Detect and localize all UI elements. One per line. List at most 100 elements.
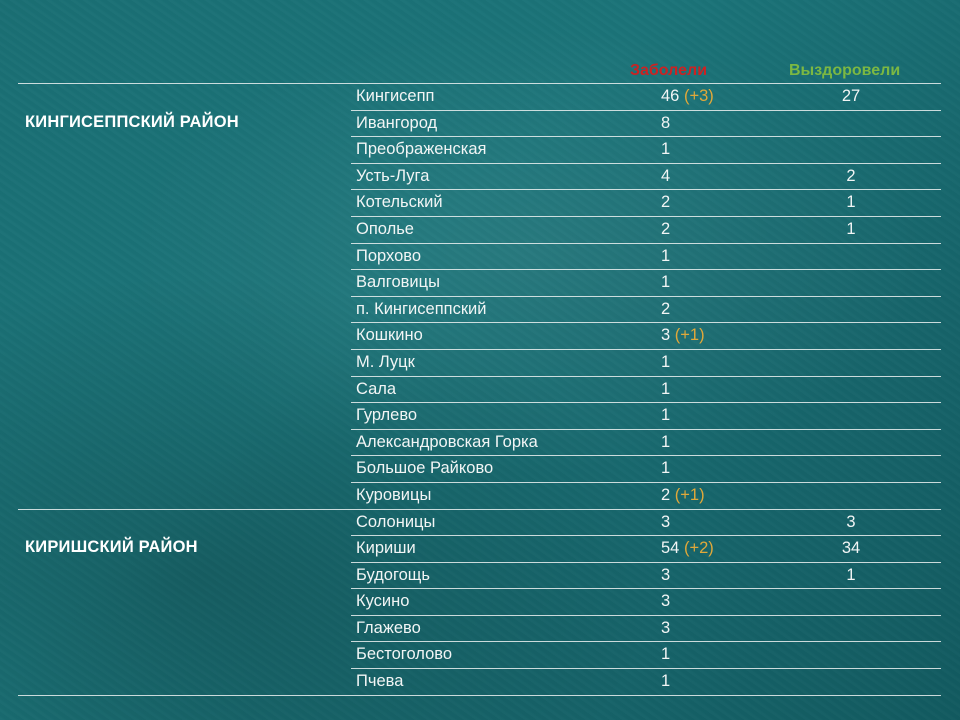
place-name: Усть-Луга [356, 166, 430, 185]
recovered-count: 34 [841, 539, 861, 558]
sick-value: 1 [661, 459, 671, 478]
sick-count: 1 [661, 406, 721, 425]
sick-count: 1 [661, 645, 721, 664]
place-name: Порхово [356, 246, 422, 265]
sick-value: 1 [661, 246, 671, 265]
place-name: Большое Райково [356, 459, 494, 478]
sick-value: 3 [661, 618, 671, 637]
sick-count: 8 [661, 114, 721, 133]
sick-value: 1 [661, 672, 671, 691]
sick-count: 2 [661, 193, 721, 212]
sick-count: 2 [661, 220, 721, 239]
sick-value: 3 [661, 326, 671, 345]
table-row: Усть-Луга 4 2 [351, 164, 941, 191]
place-name: Пчева [356, 672, 404, 691]
sick-count: 2 [661, 300, 721, 319]
table-row: Сала 1 [351, 377, 941, 404]
sick-delta: (+2) [683, 539, 714, 558]
column-header-sick: Заболели [630, 62, 708, 79]
sick-value: 3 [661, 565, 671, 584]
sick-value: 1 [661, 645, 671, 664]
district-section: КИНГИСЕППСКИЙ РАЙОН Кингисепп 46 (+3) 27 Ива… [18, 83, 941, 509]
place-name: Валговицы [356, 273, 440, 292]
place-name: Александровская Горка [356, 432, 538, 451]
place-name: Кингисепп [356, 87, 435, 105]
table-row: М. Луцк 1 [351, 350, 941, 377]
sick-count: 1 [661, 380, 721, 399]
sick-delta: (+1) [674, 326, 705, 345]
district-name: КИРИШСКИЙ РАЙОН [25, 538, 198, 557]
table-row: Котельский 2 1 [351, 190, 941, 217]
sick-count: 3 (+1) [661, 326, 721, 345]
recovered-count: 2 [846, 166, 856, 185]
recovered-count: 27 [841, 87, 861, 105]
column-header-recovered: Выздоровели [789, 62, 901, 79]
table-row: п. Кингисеппский 2 [351, 297, 941, 324]
place-name: Ополье [356, 219, 414, 238]
place-name: Будогощь [356, 565, 430, 584]
table-row: Ивангород 8 [351, 111, 941, 138]
sick-count: 54 (+2) [661, 539, 721, 558]
stats-table: КИНГИСЕППСКИЙ РАЙОН Кингисепп 46 (+3) 27 Ива… [18, 83, 941, 696]
table-row: Преображенская 1 [351, 137, 941, 164]
sick-count: 1 [661, 353, 721, 372]
place-name: Бестоголово [356, 645, 453, 664]
sick-count: 4 [661, 167, 721, 186]
sick-value: 2 [661, 219, 671, 238]
table-row: Гурлево 1 [351, 403, 941, 430]
sick-count: 1 [661, 433, 721, 452]
table-header: Заболели Выздоровели [0, 62, 960, 82]
place-name: Котельский [356, 193, 443, 212]
table-row: Будогощь 3 1 [351, 563, 941, 590]
place-name: Гурлево [356, 406, 418, 425]
sick-count: 1 [661, 672, 721, 691]
table-row: Кошкино 3 (+1) [351, 323, 941, 350]
sick-count: 1 [661, 247, 721, 266]
table-row: Кириши 54 (+2) 34 [351, 536, 941, 563]
table-row: Александровская Горка 1 [351, 430, 941, 457]
table-row: Порхово 1 [351, 244, 941, 271]
recovered-count: 1 [846, 565, 856, 584]
sick-value: 1 [661, 140, 671, 159]
sick-value: 1 [661, 352, 671, 371]
table-row: Куровицы 2 (+1) [351, 483, 941, 509]
place-name: Солоницы [356, 512, 436, 531]
table-bottom-border [18, 694, 941, 696]
sick-count: 1 [661, 459, 721, 478]
sick-value: 3 [661, 592, 671, 611]
place-name: Кошкино [356, 326, 423, 345]
place-name: Глажево [356, 618, 421, 637]
sick-value: 2 [661, 299, 671, 318]
sick-count: 3 [661, 513, 721, 532]
place-name: п. Кингисеппский [356, 299, 487, 318]
table-row: Кусино 3 [351, 589, 941, 616]
table-row: Валговицы 1 [351, 270, 941, 297]
sick-value: 46 [661, 87, 680, 105]
sick-value: 2 [661, 485, 671, 504]
table-row: Ополье 2 1 [351, 217, 941, 244]
sick-count: 3 [661, 592, 721, 611]
sick-count: 3 [661, 566, 721, 585]
sick-value: 1 [661, 273, 671, 292]
table-row: Солоницы 3 3 [351, 510, 941, 537]
place-name: Кусино [356, 592, 410, 611]
place-name: Преображенская [356, 140, 487, 159]
recovered-count: 3 [846, 512, 856, 531]
sick-count: 2 (+1) [661, 486, 721, 505]
sick-value: 1 [661, 432, 671, 451]
sick-value: 1 [661, 379, 671, 398]
sick-value: 8 [661, 113, 671, 132]
sick-value: 4 [661, 166, 671, 185]
sick-value: 2 [661, 193, 671, 212]
sick-delta: (+3) [683, 87, 714, 105]
table-row: Пчева 1 [351, 669, 941, 695]
place-name: М. Луцк [356, 352, 415, 371]
sick-count: 46 (+3) [661, 87, 721, 106]
sick-count: 3 [661, 619, 721, 638]
place-name: Сала [356, 379, 397, 398]
table-row: Глажево 3 [351, 616, 941, 643]
sick-delta: (+1) [674, 485, 705, 504]
district-section: КИРИШСКИЙ РАЙОН Солоницы 3 3 Кириши 54 (+2) 34… [18, 508, 941, 695]
sick-value: 3 [661, 512, 671, 531]
sick-value: 1 [661, 406, 671, 425]
